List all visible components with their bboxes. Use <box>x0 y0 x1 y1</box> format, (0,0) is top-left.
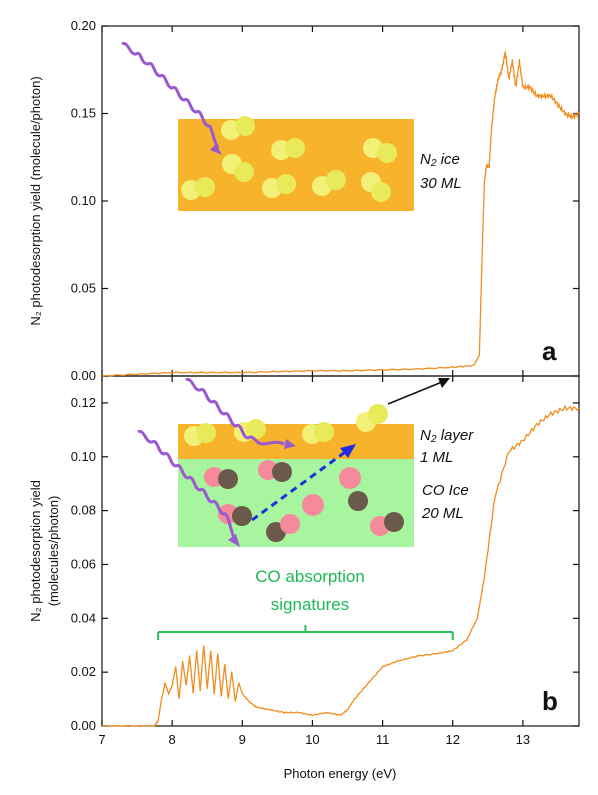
n2-ice-label-line1: N₂ ice <box>420 151 460 168</box>
n2-molecules-a <box>181 116 397 202</box>
y-tick-label: 0.10 <box>71 449 96 464</box>
co-ice-label-line1: CO Ice <box>422 482 469 499</box>
x-tick-label: 10 <box>305 732 319 747</box>
photon-wave-a <box>121 41 220 149</box>
co-signatures-label-line2: signatures <box>271 595 349 614</box>
y-tick-label: 0.12 <box>71 395 96 410</box>
panel-b-axes: 0.00 0.02 0.04 0.06 0.08 0.10 0.12 7 8 9 10 11 12 13 <box>71 376 579 747</box>
y-tick-label: 0.08 <box>71 503 96 518</box>
x-tick-label: 7 <box>98 732 105 747</box>
x-tick-label: 12 <box>446 732 460 747</box>
co-signatures-label-line1: CO absorption <box>255 567 365 586</box>
panel-a-letter: a <box>542 336 557 366</box>
y-tick-label: 0.00 <box>71 368 96 383</box>
photon-wave-b2 <box>137 429 236 539</box>
x-tick-label: 11 <box>376 732 390 747</box>
n2-layer-slab <box>178 424 414 459</box>
x-tick-label: 9 <box>239 732 246 747</box>
y-tick-label: 0.00 <box>71 718 96 733</box>
panel-b-letter: b <box>542 686 558 716</box>
panel-b-inset: N₂ layer 1 ML CO Ice 20 ML <box>137 377 474 547</box>
panel-b-series-line <box>101 404 580 727</box>
y-tick-label: 0.15 <box>71 106 96 121</box>
y-tick-label: 0.02 <box>71 664 96 679</box>
y-tick-label: 0.10 <box>71 193 96 208</box>
co-molecules <box>204 460 404 542</box>
photon-arrowhead-b1 <box>284 439 296 449</box>
panel-b-frame <box>101 375 580 727</box>
photon-arrowhead-a <box>210 144 222 155</box>
photon-arrowhead-b2 <box>228 534 240 547</box>
energy-transfer-arrowhead <box>340 444 356 458</box>
panel-b-ylabel-line2: (molecules/photon) <box>46 496 61 607</box>
n2-layer-label-line1: N₂ layer <box>420 427 474 444</box>
n2-layer-label-line2: 1 ML <box>420 449 453 466</box>
y-tick-label: 0.05 <box>71 281 96 296</box>
y-tick-label: 0.06 <box>71 556 96 571</box>
co-signatures-bracket <box>157 625 454 640</box>
desorption-arrowhead <box>438 378 450 388</box>
photon-wave-b1 <box>185 377 285 446</box>
x-tick-label: 13 <box>516 732 530 747</box>
desorption-arrow <box>387 381 443 405</box>
x-tick-label: 8 <box>169 732 176 747</box>
panel-a-inset: N₂ ice 30 ML <box>121 41 462 211</box>
panel-b-ylabel-line1: N₂ photodesorption yield <box>28 480 43 622</box>
energy-transfer-arrow <box>251 448 349 522</box>
panel-a-ylabel: N₂ photodesorption yield (molecule/photo… <box>28 76 43 325</box>
y-tick-label: 0.20 <box>71 18 96 33</box>
co-ice-label-line2: 20 ML <box>421 505 464 522</box>
n2-ice-label-line2: 30 ML <box>420 175 462 192</box>
y-tick-label: 0.04 <box>71 610 96 625</box>
panel-a-series-line <box>101 50 580 377</box>
x-axis-label: Photon energy (eV) <box>284 766 397 781</box>
panel-a-axes: 0.00 0.05 0.10 0.15 0.20 <box>71 18 579 383</box>
